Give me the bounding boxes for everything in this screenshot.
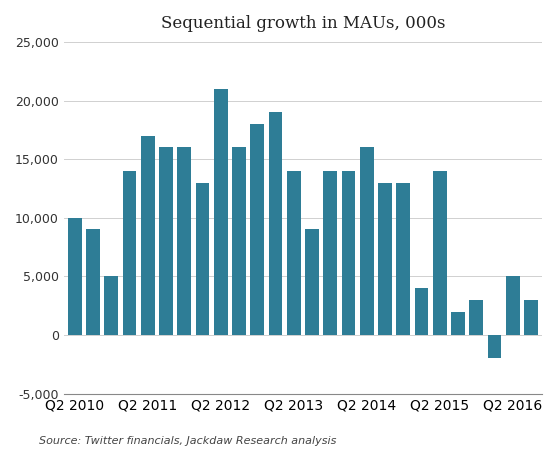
Bar (378, 183, 392, 335)
Text: Source: Twitter financials, Jackdaw Research analysis: Source: Twitter financials, Jackdaw Rese… (39, 436, 337, 446)
Bar (232, 148, 246, 335)
Bar (214, 89, 227, 335)
Bar (506, 276, 520, 335)
Bar (323, 171, 337, 335)
Bar (159, 148, 173, 335)
Bar (123, 171, 136, 335)
Bar (178, 148, 191, 335)
Bar (250, 124, 264, 335)
Bar (68, 218, 82, 335)
Bar (414, 288, 428, 335)
Bar (86, 230, 100, 335)
Bar (287, 171, 301, 335)
Bar (469, 300, 483, 335)
Bar (451, 311, 465, 335)
Bar (360, 148, 374, 335)
Bar (195, 183, 209, 335)
Bar (141, 136, 155, 335)
Bar (269, 112, 282, 335)
Bar (524, 300, 538, 335)
Title: Sequential growth in MAUs, 000s: Sequential growth in MAUs, 000s (161, 15, 445, 32)
Bar (433, 171, 446, 335)
Bar (305, 230, 319, 335)
Bar (488, 335, 501, 359)
Bar (104, 276, 118, 335)
Bar (396, 183, 410, 335)
Bar (342, 171, 355, 335)
